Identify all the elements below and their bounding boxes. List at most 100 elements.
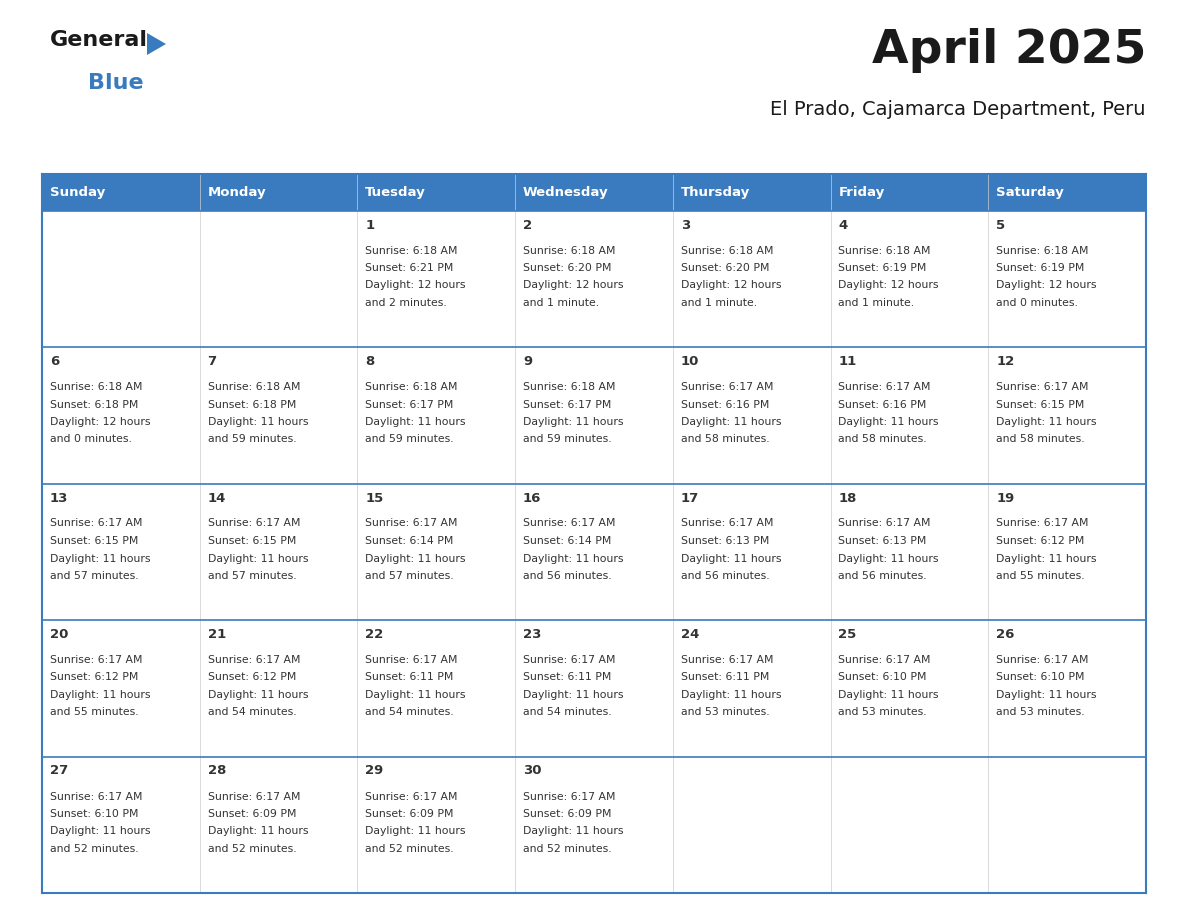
Text: Sunset: 6:19 PM: Sunset: 6:19 PM bbox=[997, 263, 1085, 273]
Text: Daylight: 12 hours: Daylight: 12 hours bbox=[50, 417, 151, 427]
Text: Sunrise: 6:17 AM: Sunrise: 6:17 AM bbox=[997, 655, 1088, 665]
Text: Sunset: 6:17 PM: Sunset: 6:17 PM bbox=[366, 399, 454, 409]
Bar bbox=[358, 347, 516, 484]
Text: and 54 minutes.: and 54 minutes. bbox=[366, 708, 454, 718]
Bar bbox=[516, 210, 672, 347]
Text: and 53 minutes.: and 53 minutes. bbox=[681, 708, 770, 718]
Text: Sunset: 6:11 PM: Sunset: 6:11 PM bbox=[523, 673, 612, 682]
Text: 14: 14 bbox=[208, 491, 226, 505]
Polygon shape bbox=[147, 33, 166, 55]
Text: and 1 minute.: and 1 minute. bbox=[523, 298, 599, 308]
Text: Sunset: 6:15 PM: Sunset: 6:15 PM bbox=[50, 536, 138, 546]
Text: Sunrise: 6:18 AM: Sunrise: 6:18 AM bbox=[366, 382, 457, 392]
Text: 15: 15 bbox=[366, 491, 384, 505]
Text: Sunset: 6:13 PM: Sunset: 6:13 PM bbox=[839, 536, 927, 546]
Bar bbox=[42, 484, 200, 620]
Bar bbox=[358, 620, 516, 756]
Text: Daylight: 11 hours: Daylight: 11 hours bbox=[681, 690, 782, 700]
Text: Sunrise: 6:17 AM: Sunrise: 6:17 AM bbox=[208, 519, 301, 529]
Bar bbox=[672, 210, 830, 347]
Text: and 56 minutes.: and 56 minutes. bbox=[681, 571, 770, 581]
Text: April 2025: April 2025 bbox=[872, 28, 1146, 73]
Text: and 1 minute.: and 1 minute. bbox=[681, 298, 757, 308]
Text: Monday: Monday bbox=[208, 185, 266, 199]
Text: and 0 minutes.: and 0 minutes. bbox=[997, 298, 1078, 308]
Text: 16: 16 bbox=[523, 491, 542, 505]
Text: 23: 23 bbox=[523, 628, 542, 641]
Text: Daylight: 11 hours: Daylight: 11 hours bbox=[523, 417, 624, 427]
Text: Sunrise: 6:17 AM: Sunrise: 6:17 AM bbox=[997, 519, 1088, 529]
Text: and 55 minutes.: and 55 minutes. bbox=[997, 571, 1085, 581]
Bar bbox=[200, 174, 358, 210]
Text: 21: 21 bbox=[208, 628, 226, 641]
Text: 2: 2 bbox=[523, 218, 532, 231]
Bar bbox=[988, 756, 1146, 893]
Bar bbox=[830, 174, 988, 210]
Text: Sunrise: 6:18 AM: Sunrise: 6:18 AM bbox=[523, 382, 615, 392]
Text: Sunrise: 6:17 AM: Sunrise: 6:17 AM bbox=[208, 791, 301, 801]
Text: and 57 minutes.: and 57 minutes. bbox=[208, 571, 296, 581]
Bar bbox=[516, 620, 672, 756]
Bar bbox=[516, 756, 672, 893]
Text: Sunrise: 6:17 AM: Sunrise: 6:17 AM bbox=[50, 791, 143, 801]
Bar bbox=[830, 210, 988, 347]
Text: 18: 18 bbox=[839, 491, 857, 505]
Text: and 0 minutes.: and 0 minutes. bbox=[50, 434, 132, 444]
Text: and 2 minutes.: and 2 minutes. bbox=[366, 298, 447, 308]
Text: Daylight: 11 hours: Daylight: 11 hours bbox=[997, 554, 1097, 564]
Text: Sunrise: 6:18 AM: Sunrise: 6:18 AM bbox=[523, 245, 615, 255]
Text: Sunset: 6:09 PM: Sunset: 6:09 PM bbox=[523, 809, 612, 819]
Text: Sunday: Sunday bbox=[50, 185, 105, 199]
Text: Sunrise: 6:17 AM: Sunrise: 6:17 AM bbox=[208, 655, 301, 665]
Text: Sunrise: 6:17 AM: Sunrise: 6:17 AM bbox=[523, 519, 615, 529]
Text: Sunrise: 6:17 AM: Sunrise: 6:17 AM bbox=[523, 791, 615, 801]
Text: Thursday: Thursday bbox=[681, 185, 750, 199]
Text: and 52 minutes.: and 52 minutes. bbox=[50, 844, 139, 854]
Text: 1: 1 bbox=[366, 218, 374, 231]
Text: Daylight: 12 hours: Daylight: 12 hours bbox=[681, 281, 782, 290]
Text: and 58 minutes.: and 58 minutes. bbox=[839, 434, 927, 444]
Text: Daylight: 11 hours: Daylight: 11 hours bbox=[366, 417, 466, 427]
Bar bbox=[200, 347, 358, 484]
Text: and 57 minutes.: and 57 minutes. bbox=[50, 571, 139, 581]
Text: Tuesday: Tuesday bbox=[366, 185, 426, 199]
Text: 26: 26 bbox=[997, 628, 1015, 641]
Text: Sunrise: 6:18 AM: Sunrise: 6:18 AM bbox=[50, 382, 143, 392]
Text: Daylight: 12 hours: Daylight: 12 hours bbox=[366, 281, 466, 290]
Text: and 59 minutes.: and 59 minutes. bbox=[366, 434, 454, 444]
Text: 29: 29 bbox=[366, 765, 384, 778]
Text: and 56 minutes.: and 56 minutes. bbox=[839, 571, 927, 581]
Text: El Prado, Cajamarca Department, Peru: El Prado, Cajamarca Department, Peru bbox=[771, 100, 1146, 119]
Text: Sunset: 6:20 PM: Sunset: 6:20 PM bbox=[523, 263, 612, 273]
Bar bbox=[516, 174, 672, 210]
Text: Sunrise: 6:17 AM: Sunrise: 6:17 AM bbox=[366, 791, 457, 801]
Text: Sunrise: 6:18 AM: Sunrise: 6:18 AM bbox=[366, 245, 457, 255]
Text: Sunrise: 6:17 AM: Sunrise: 6:17 AM bbox=[839, 519, 931, 529]
Text: Sunset: 6:12 PM: Sunset: 6:12 PM bbox=[208, 673, 296, 682]
Text: Daylight: 11 hours: Daylight: 11 hours bbox=[366, 826, 466, 836]
Bar bbox=[988, 174, 1146, 210]
Text: 17: 17 bbox=[681, 491, 699, 505]
Text: and 52 minutes.: and 52 minutes. bbox=[208, 844, 296, 854]
Text: and 59 minutes.: and 59 minutes. bbox=[208, 434, 296, 444]
Text: and 52 minutes.: and 52 minutes. bbox=[366, 844, 454, 854]
Text: Saturday: Saturday bbox=[997, 185, 1064, 199]
Bar bbox=[672, 484, 830, 620]
Text: Sunset: 6:13 PM: Sunset: 6:13 PM bbox=[681, 536, 769, 546]
Text: Daylight: 11 hours: Daylight: 11 hours bbox=[523, 554, 624, 564]
Text: Sunset: 6:18 PM: Sunset: 6:18 PM bbox=[50, 399, 138, 409]
Text: Daylight: 11 hours: Daylight: 11 hours bbox=[208, 690, 308, 700]
Text: Sunset: 6:17 PM: Sunset: 6:17 PM bbox=[523, 399, 612, 409]
Bar bbox=[358, 174, 516, 210]
Text: Sunset: 6:14 PM: Sunset: 6:14 PM bbox=[366, 536, 454, 546]
Bar bbox=[988, 620, 1146, 756]
Text: Sunset: 6:09 PM: Sunset: 6:09 PM bbox=[366, 809, 454, 819]
Text: 8: 8 bbox=[366, 355, 374, 368]
Text: Daylight: 11 hours: Daylight: 11 hours bbox=[839, 554, 939, 564]
Text: Sunrise: 6:17 AM: Sunrise: 6:17 AM bbox=[997, 382, 1088, 392]
Text: Daylight: 11 hours: Daylight: 11 hours bbox=[523, 826, 624, 836]
Bar bbox=[516, 347, 672, 484]
Text: 25: 25 bbox=[839, 628, 857, 641]
Text: Wednesday: Wednesday bbox=[523, 185, 608, 199]
Text: Sunrise: 6:17 AM: Sunrise: 6:17 AM bbox=[50, 655, 143, 665]
